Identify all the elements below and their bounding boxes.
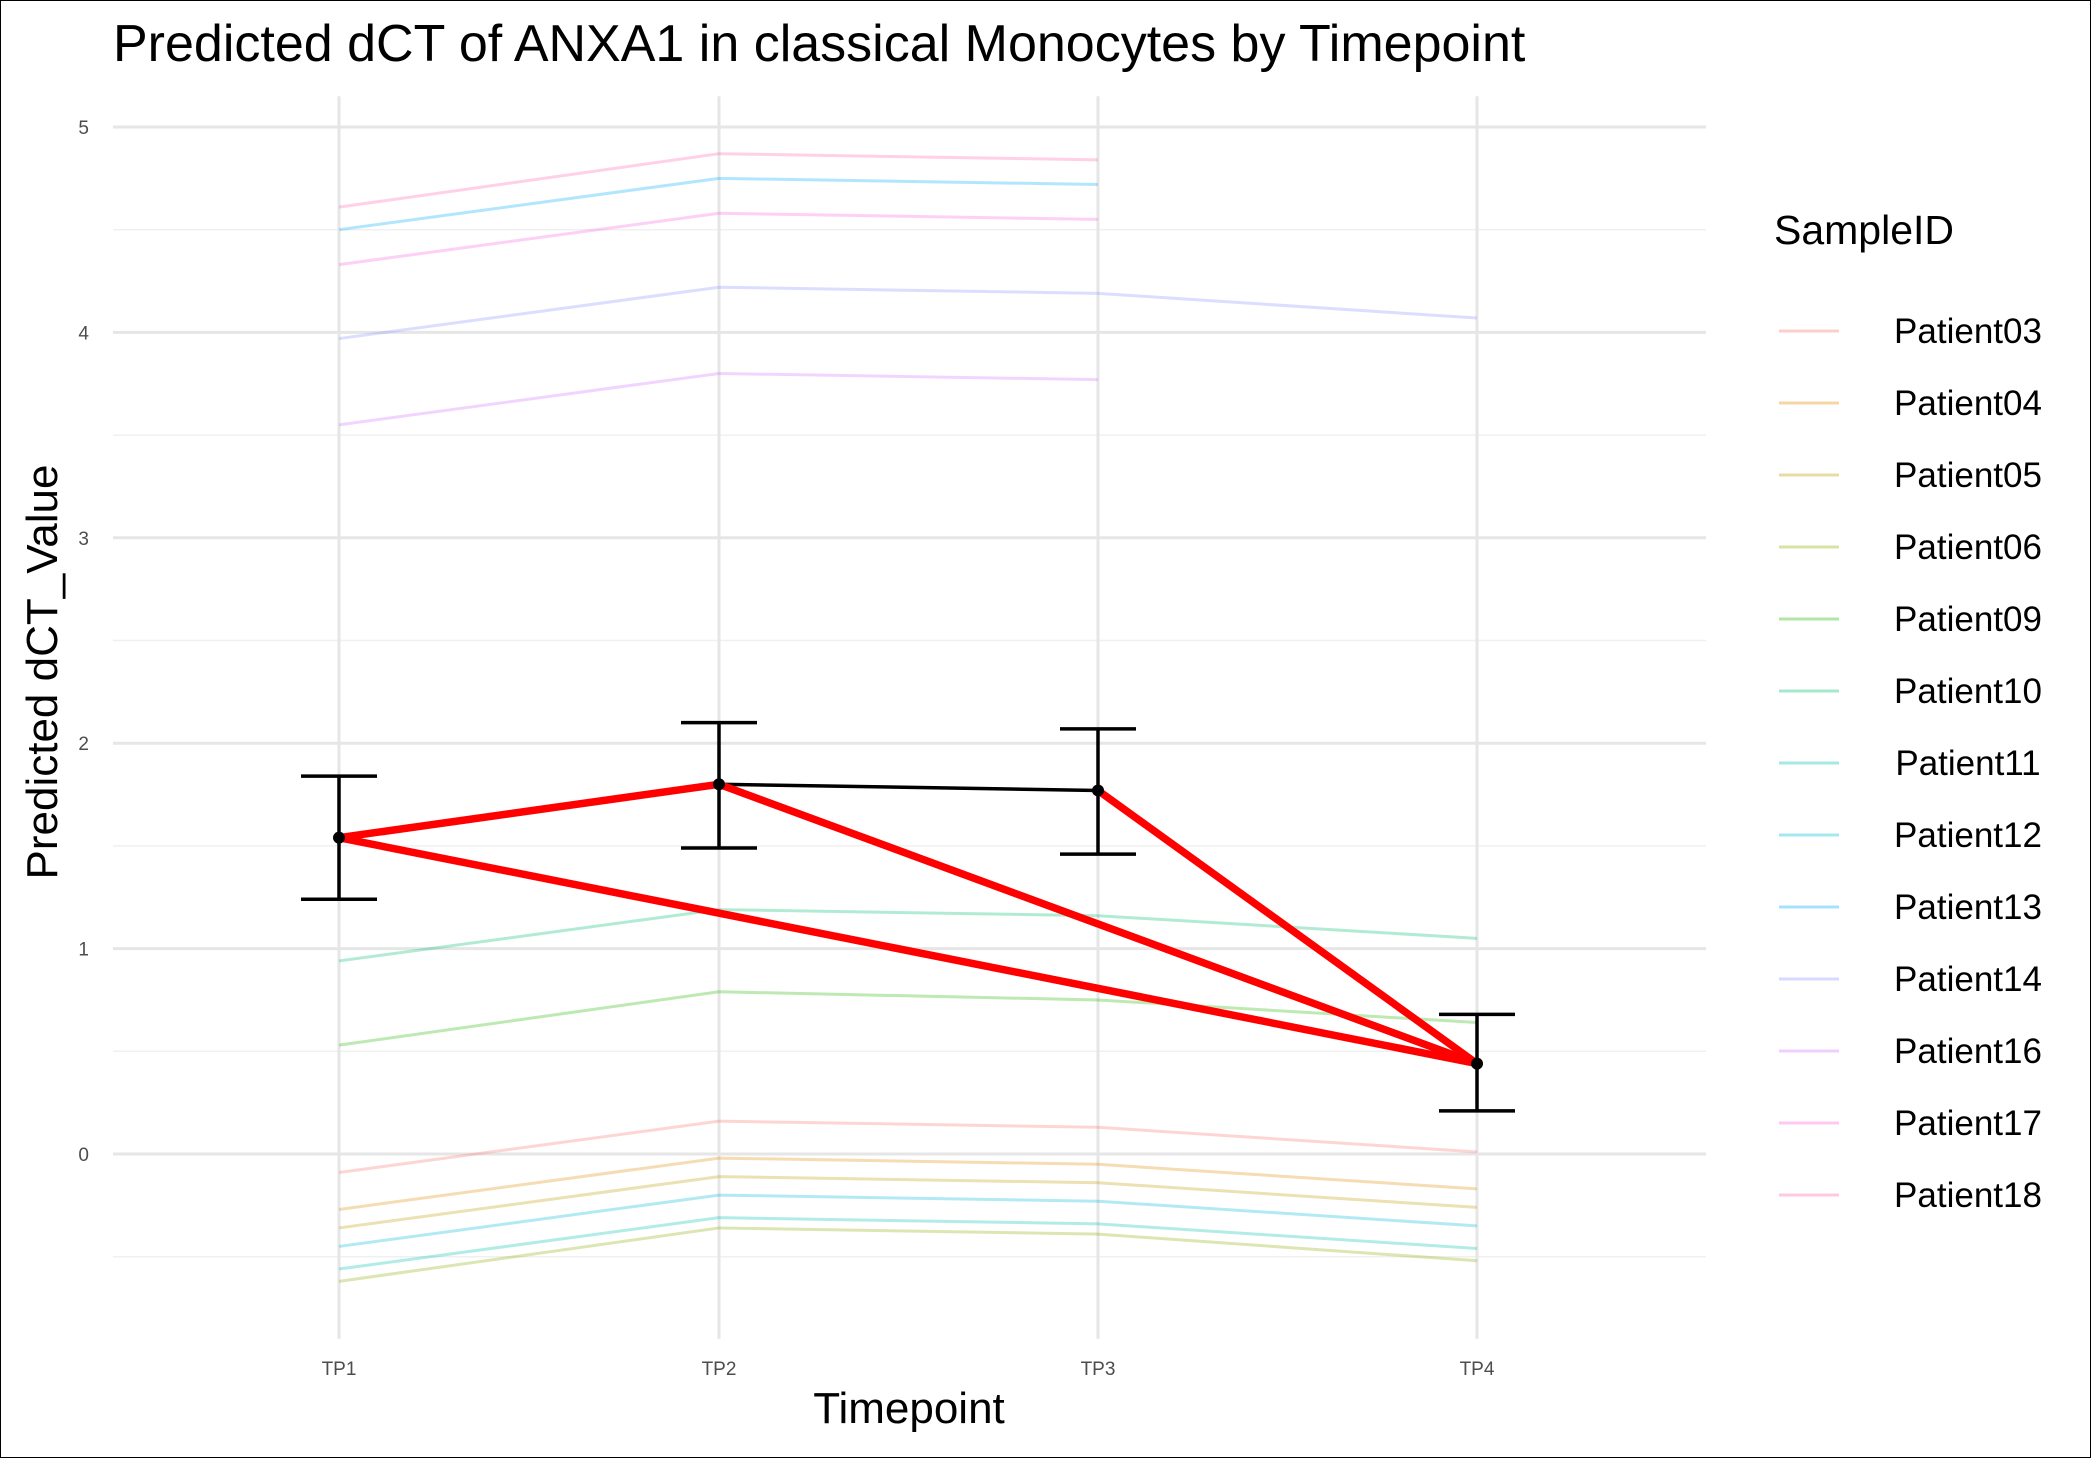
series-line-patient11 <box>338 1216 1478 1271</box>
legend-item: Patient06 <box>1779 528 2042 567</box>
y-tick-label: 3 <box>78 529 89 550</box>
legend-item: Patient11 <box>1779 744 2041 783</box>
series-line-patient13 <box>338 176 1099 232</box>
y-tick-label: 1 <box>78 940 89 961</box>
x-tick-label: TP2 <box>702 1359 737 1380</box>
legend-title: SampleID <box>1774 207 1954 253</box>
legend-label: Patient10 <box>1894 672 2042 711</box>
y-tick-label: 5 <box>78 118 89 139</box>
grid-lines <box>113 96 1706 1339</box>
highlight-segment-tp1-tp4 <box>335 833 1481 1068</box>
highlight-segment-tp1-tp2 <box>335 780 723 842</box>
legend: SampleID Patient03Patient04Patient05Pati… <box>1774 207 2042 1215</box>
series-line-patient18 <box>338 152 1099 209</box>
legend-label: Patient13 <box>1894 888 2042 927</box>
series-line-patient03 <box>338 1119 1478 1174</box>
x-tick-label: TP3 <box>1081 1359 1116 1380</box>
y-tick-label: 2 <box>78 734 89 755</box>
highlight-segments <box>333 778 1483 1070</box>
mean-point <box>333 831 345 844</box>
mean-point <box>713 778 725 791</box>
series-line-patient12 <box>338 1193 1478 1248</box>
y-axis-title: Predicted dCT_Value <box>18 465 67 880</box>
chart-title: Predicted dCT of ANXA1 in classical Mono… <box>113 15 1526 73</box>
legend-item: Patient16 <box>1779 1032 2042 1071</box>
patient-series-lines <box>338 152 1478 1283</box>
legend-item: Patient10 <box>1779 672 2042 711</box>
legend-item: Patient03 <box>1779 312 2042 351</box>
legend-label: Patient16 <box>1894 1032 2042 1071</box>
legend-label: Patient03 <box>1894 312 2042 351</box>
legend-item: Patient13 <box>1779 888 2042 927</box>
legend-item: Patient17 <box>1779 1104 2042 1143</box>
highlight-segment-tp3-tp4 <box>1094 786 1481 1068</box>
legend-item: Patient09 <box>1779 600 2042 639</box>
legend-label: Patient18 <box>1894 1176 2042 1215</box>
legend-label: Patient05 <box>1894 456 2042 495</box>
series-line-patient14 <box>338 285 1478 341</box>
legend-item: Patient18 <box>1779 1176 2042 1215</box>
legend-label: Patient04 <box>1894 384 2042 423</box>
legend-item: Patient04 <box>1779 384 2042 423</box>
legend-label: Patient11 <box>1895 744 2040 783</box>
highlight-segment-tp2-tp4 <box>715 780 1481 1068</box>
y-tick-label: 0 <box>78 1145 89 1166</box>
series-line-patient17 <box>338 211 1099 267</box>
mean-line-with-error-bars <box>301 720 1515 1113</box>
legend-items: Patient03 Patient04 Patient05 Patient06 Pati… <box>1779 312 2042 1215</box>
axis-ticks: 0 1 2 3 4 5 TP1 TP2 TP3 TP4 <box>78 118 1494 1380</box>
series-line-patient16 <box>338 371 1099 427</box>
mean-point <box>1471 1057 1483 1070</box>
legend-label: Patient06 <box>1894 528 2042 567</box>
series-line-patient06 <box>338 1226 1478 1283</box>
legend-label: Patient09 <box>1894 600 2042 639</box>
mean-point <box>1092 784 1104 797</box>
x-tick-label: TP1 <box>322 1359 357 1380</box>
x-axis-title: Timepoint <box>813 1384 1005 1433</box>
legend-label: Patient17 <box>1894 1104 2042 1143</box>
series-line-patient05 <box>338 1175 1478 1230</box>
x-tick-label: TP4 <box>1460 1359 1495 1380</box>
legend-item: Patient12 <box>1779 816 2042 855</box>
legend-item: Patient14 <box>1779 960 2042 999</box>
y-tick-label: 4 <box>78 323 89 344</box>
legend-item: Patient05 <box>1779 456 2042 495</box>
legend-label: Patient12 <box>1894 816 2042 855</box>
series-line-patient04 <box>338 1156 1478 1211</box>
series-line-patient09 <box>338 990 1478 1047</box>
legend-label: Patient14 <box>1894 960 2042 999</box>
